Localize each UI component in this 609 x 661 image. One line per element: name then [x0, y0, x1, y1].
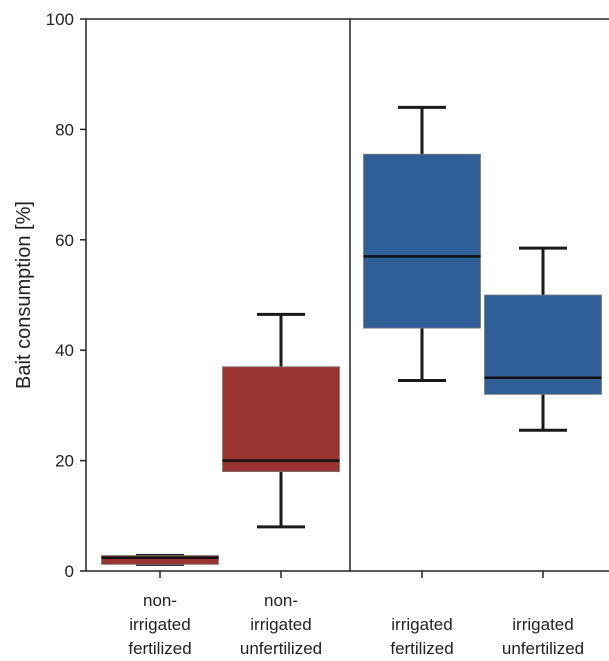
x-category-label: irrigated: [250, 615, 311, 634]
y-tick-label: 100: [46, 10, 74, 29]
y-tick-label: 60: [55, 231, 74, 250]
box-group: [222, 312, 340, 578]
y-tick-label: 0: [65, 562, 74, 581]
x-category-label: fertilized: [128, 639, 191, 658]
box-iqr: [101, 555, 219, 565]
x-category-label: non-: [264, 591, 298, 610]
x-category-label: irrigated: [391, 615, 452, 634]
y-tick-label: 80: [55, 120, 74, 139]
x-category-label: non-: [143, 591, 177, 610]
x-category-labels: non-irrigated fertilized non-irrigated unfe…: [128, 591, 584, 658]
y-axis-title: Bait consumption [%]: [13, 201, 35, 389]
x-category-label: irrigated: [129, 615, 190, 634]
box-iqr: [222, 366, 340, 473]
x-category-label: unfertilized: [502, 639, 584, 658]
x-category-label: irrigated: [512, 615, 573, 634]
y-ticks: 0 20 40 60 80 100: [46, 10, 86, 581]
box-group: [363, 105, 481, 578]
y-tick-label: 40: [55, 341, 74, 360]
box-group: [101, 554, 219, 578]
x-category-label: unfertilized: [240, 639, 322, 658]
box-iqr: [484, 294, 602, 395]
y-tick-label: 20: [55, 452, 74, 471]
boxes: [101, 105, 602, 578]
plot-area: [85, 18, 609, 572]
box-iqr: [363, 153, 481, 329]
box-group: [484, 246, 602, 578]
x-category-label: fertilized: [390, 639, 453, 658]
